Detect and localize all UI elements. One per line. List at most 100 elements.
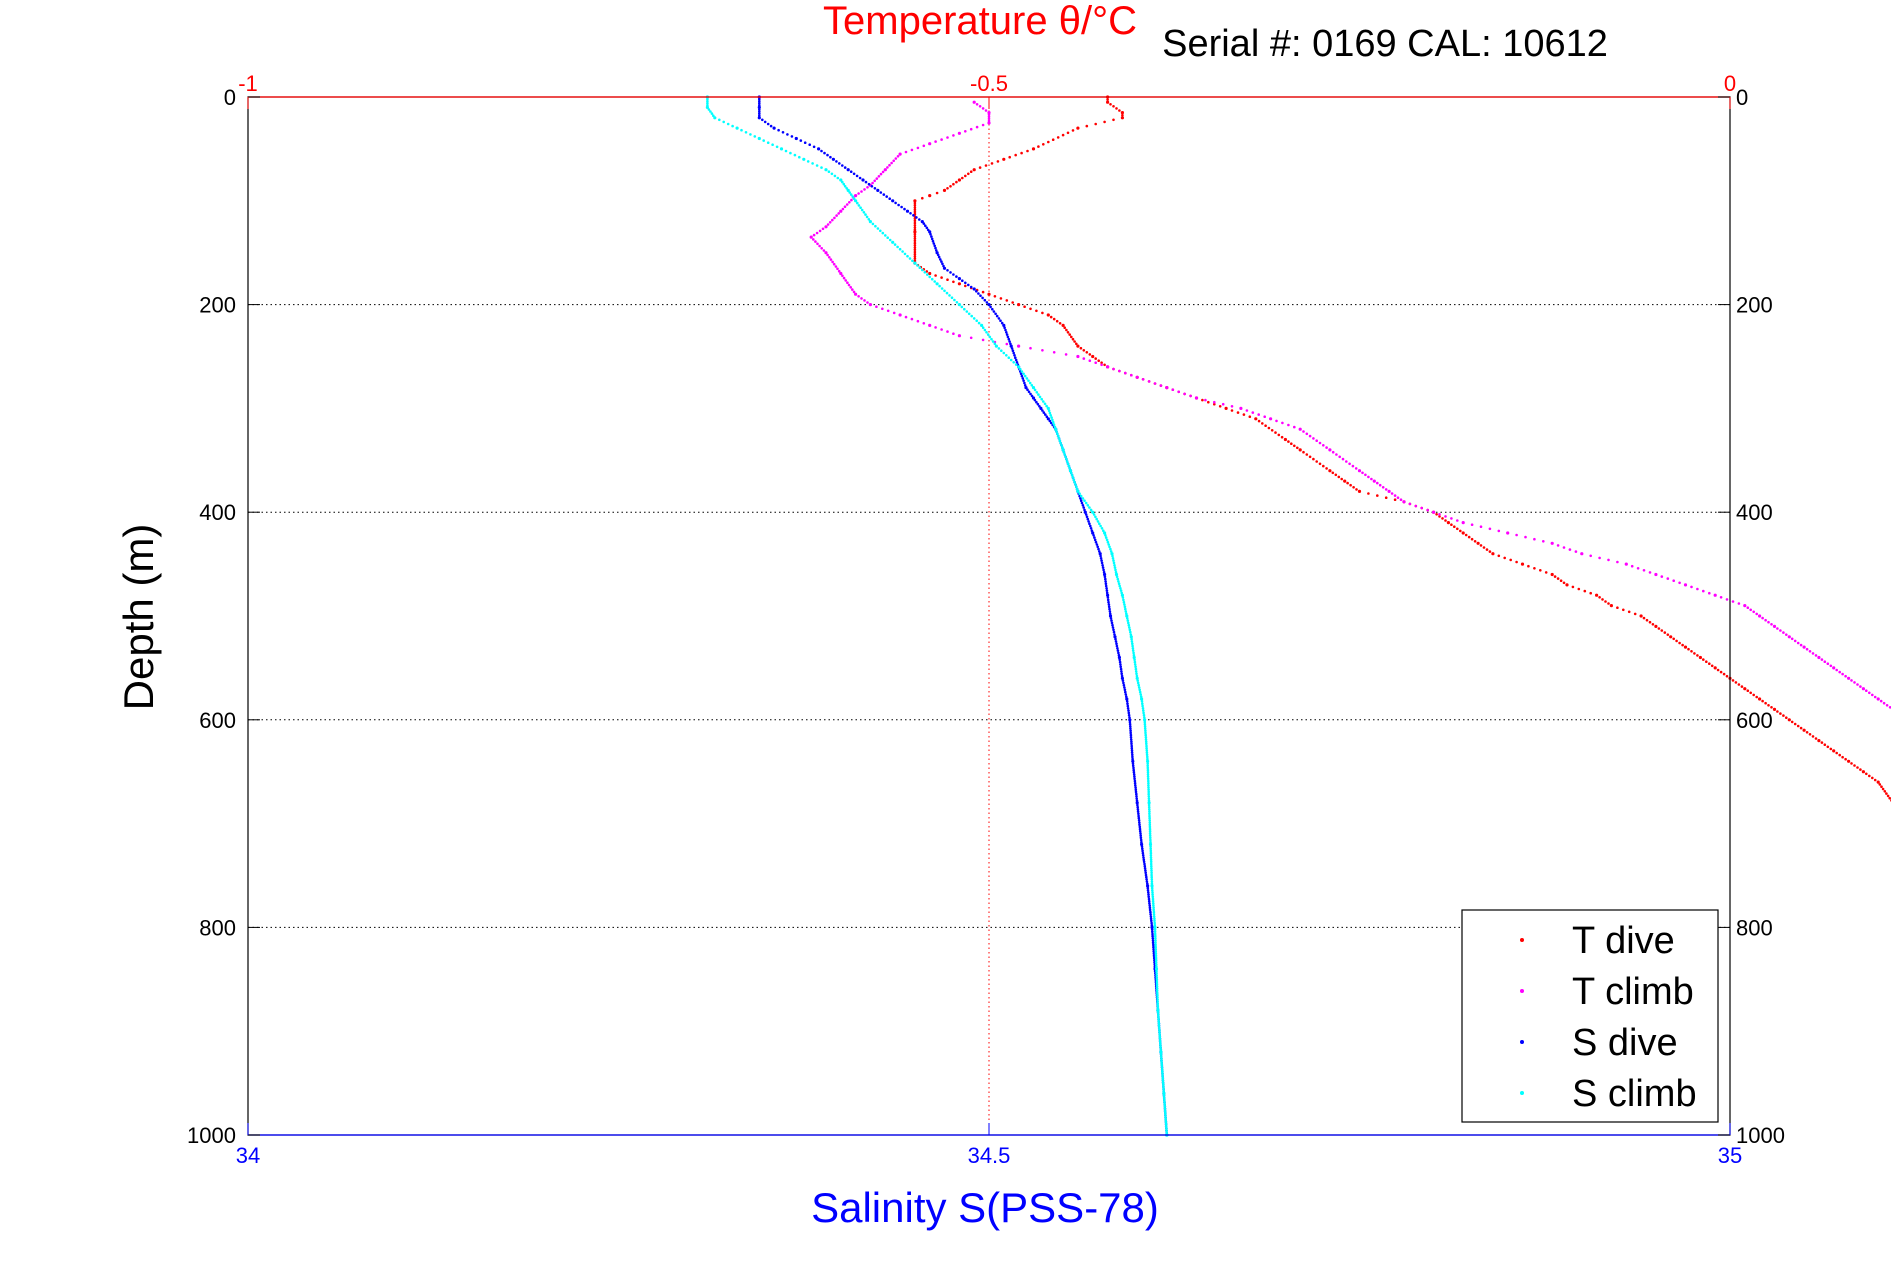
data-point-interp: [1796, 641, 1800, 645]
data-point-interp: [1038, 395, 1042, 399]
data-point-interp: [1604, 600, 1607, 603]
data-point-interp: [1063, 453, 1066, 456]
data-point-interp: [1085, 351, 1089, 354]
data-point-interp: [942, 264, 945, 268]
data-point-interp: [1293, 425, 1296, 429]
data-point-interp: [877, 175, 881, 178]
data-point-interp: [993, 342, 997, 346]
data-point-interp: [758, 110, 761, 113]
data-point-interp: [1125, 612, 1128, 615]
data-point-interp: [1464, 533, 1468, 537]
data-point-interp: [1070, 474, 1074, 477]
data-point-interp: [1161, 1079, 1165, 1082]
data-point-interp: [860, 190, 863, 193]
data-point-interp: [873, 187, 877, 190]
data-point: [1132, 655, 1136, 660]
data-point-interp: [876, 227, 880, 230]
data-point-interp: [991, 340, 995, 343]
data-point: [1143, 718, 1147, 722]
data-point-interp: [1318, 441, 1322, 445]
data-point-interp: [1161, 1076, 1165, 1080]
data-point-interp: [1033, 388, 1037, 392]
data-point-interp: [1160, 1059, 1163, 1062]
y-tick-label-right: 200: [1736, 293, 1773, 318]
data-point-interp: [1147, 803, 1151, 807]
data-point-interp: [994, 312, 997, 316]
data-point: [713, 116, 717, 120]
data-point-interp: [1163, 1100, 1166, 1104]
data-point: [1140, 697, 1144, 701]
data-point-interp: [1108, 610, 1112, 613]
data-point-interp: [930, 237, 934, 241]
data-point-interp: [1148, 825, 1152, 829]
data-point-interp: [1154, 939, 1157, 942]
data-point-interp: [981, 123, 985, 127]
data-point-interp: [916, 264, 919, 267]
data-point-interp: [1042, 411, 1046, 414]
data-point-interp: [1130, 637, 1133, 641]
data-point-interp: [987, 115, 991, 118]
data-point-interp: [1140, 700, 1144, 703]
data-point-interp: [1456, 527, 1459, 531]
data-point-interp: [960, 305, 964, 309]
data-point-interp: [1865, 689, 1868, 692]
data-point-interp: [1213, 400, 1216, 404]
data-point-interp: [1859, 768, 1862, 771]
data-point-interp: [965, 310, 969, 313]
data-point-interp: [1130, 742, 1133, 746]
data-point-interp: [1096, 520, 1100, 523]
data-point-interp: [762, 139, 765, 142]
data-point-interp: [1562, 581, 1566, 585]
data-point-interp: [1130, 746, 1134, 750]
data-point-interp: [1146, 764, 1149, 767]
data-point-interp: [1755, 695, 1758, 699]
data-point-interp: [1725, 598, 1729, 601]
data-point-interp: [1450, 523, 1453, 526]
data-point-interp: [934, 326, 937, 329]
data-point-interp: [926, 273, 929, 276]
data-point: [1146, 759, 1150, 763]
data-point-interp: [848, 201, 851, 204]
data-point-interp: [1155, 985, 1159, 988]
data-point-interp: [1287, 423, 1290, 427]
data-point: [1106, 593, 1110, 597]
data-point-interp: [1115, 575, 1119, 579]
data-point-interp: [1257, 419, 1261, 423]
data-point-interp: [1835, 751, 1838, 755]
data-point-interp: [1146, 766, 1150, 770]
data-point-interp: [1107, 543, 1110, 546]
data-point-interp: [940, 328, 943, 331]
data-point: [913, 230, 917, 234]
data-point-interp: [1151, 930, 1154, 934]
data-point-interp: [1826, 745, 1830, 749]
data-point-interp: [811, 162, 814, 165]
data-point-interp: [1601, 598, 1604, 601]
data-point-interp: [1087, 520, 1090, 523]
data-point: [1580, 552, 1584, 556]
data-point-interp: [1630, 564, 1634, 568]
data-point-interp: [1444, 519, 1447, 522]
data-point-interp: [975, 125, 979, 129]
data-point-interp: [1152, 910, 1156, 914]
data-point-interp: [847, 283, 851, 287]
data-point: [772, 126, 776, 130]
data-point-interp: [1050, 416, 1053, 419]
data-point-interp: [875, 305, 878, 309]
data-point-interp: [1710, 664, 1714, 668]
data-point-interp: [1539, 569, 1542, 572]
data-point-interp: [911, 259, 914, 263]
data-point-interp: [1678, 641, 1681, 645]
data-point: [928, 142, 932, 146]
data-point-interp: [1799, 643, 1803, 647]
data-point-interp: [1305, 453, 1309, 456]
data-point-interp: [1776, 710, 1779, 713]
data-point-interp: [1156, 1011, 1160, 1014]
data-point-interp: [1109, 617, 1113, 620]
data-point-interp: [1082, 357, 1086, 360]
data-point-interp: [1151, 895, 1155, 899]
data-point-interp: [1157, 1026, 1161, 1030]
data-point-interp: [1099, 524, 1102, 528]
data-point-interp: [1116, 647, 1119, 650]
data-point-interp: [1811, 735, 1815, 738]
data-point-interp: [1116, 649, 1120, 652]
